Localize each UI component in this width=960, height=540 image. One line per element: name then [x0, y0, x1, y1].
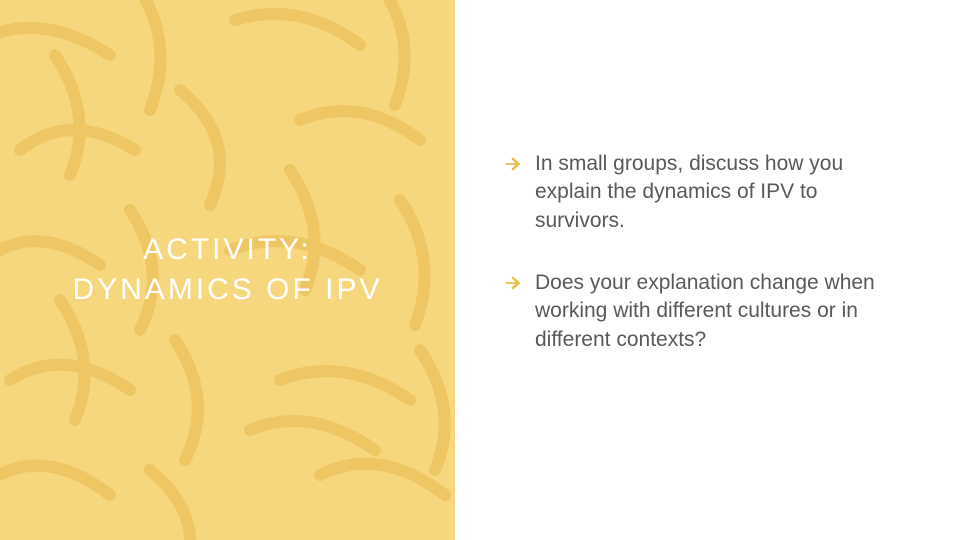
bullet-item: Does your explanation change when workin…	[503, 269, 900, 354]
arrow-right-icon	[503, 154, 523, 174]
arrow-right-icon	[503, 273, 523, 293]
left-panel: ACTIVITY: DYNAMICS OF IPV	[0, 0, 455, 540]
bullet-text: In small groups, discuss how you explain…	[535, 150, 900, 235]
right-panel: In small groups, discuss how you explain…	[455, 0, 960, 540]
title-line-2: DYNAMICS OF IPV	[72, 273, 382, 306]
bullet-text: Does your explanation change when workin…	[535, 269, 900, 354]
title-line-1: ACTIVITY:	[143, 233, 312, 266]
slide-title: ACTIVITY: DYNAMICS OF IPV	[44, 230, 410, 311]
bullet-item: In small groups, discuss how you explain…	[503, 150, 900, 235]
slide: ACTIVITY: DYNAMICS OF IPV In small group…	[0, 0, 960, 540]
